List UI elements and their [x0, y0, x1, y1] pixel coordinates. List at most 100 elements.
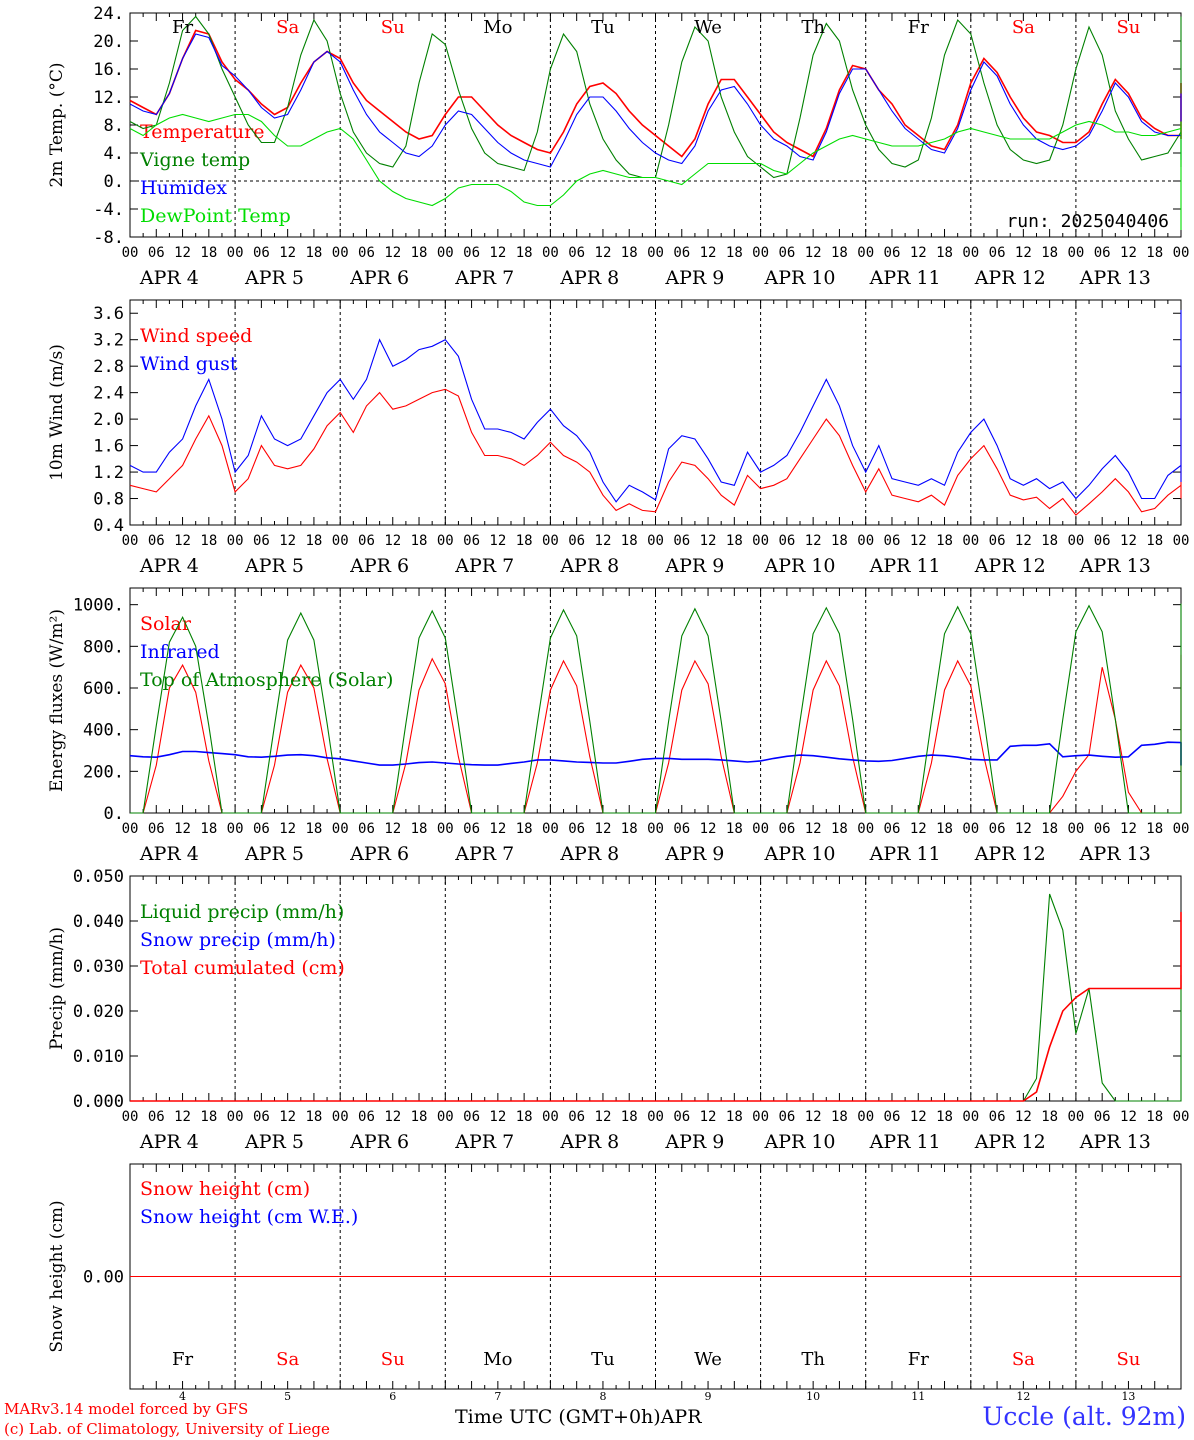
- hour-tick-label: 00: [542, 245, 559, 261]
- hour-tick-label: 18: [411, 533, 428, 549]
- hour-tick-label: 12: [910, 821, 927, 837]
- weekday-label: Tu: [591, 1349, 615, 1370]
- hour-tick-label: 18: [1041, 1109, 1058, 1125]
- hour-tick-label: 06: [253, 821, 270, 837]
- hour-tick-label: 12: [384, 533, 401, 549]
- hour-tick-label: 12: [279, 245, 296, 261]
- date-label: APR 6: [349, 555, 409, 577]
- y-tick-label: 4.: [104, 144, 124, 164]
- hour-tick-label: 06: [358, 245, 375, 261]
- hour-tick-label: 00: [647, 245, 664, 261]
- hour-tick-label: 00: [332, 533, 349, 549]
- hour-tick-label: 06: [148, 245, 165, 261]
- legend-entry: Total cumulated (cm): [140, 957, 345, 979]
- hour-tick-label: 18: [200, 245, 217, 261]
- hour-tick-label: 12: [805, 1109, 822, 1125]
- hour-tick-label: 18: [936, 245, 953, 261]
- hour-tick-label: 00: [1173, 1109, 1190, 1125]
- station-name: Uccle (alt. 92m): [982, 1402, 1186, 1431]
- weekday-label: Su: [381, 1349, 405, 1370]
- hour-tick-label: 00: [332, 245, 349, 261]
- y-tick-label: 1000.: [73, 596, 124, 616]
- hour-tick-label: 12: [1120, 1109, 1137, 1125]
- hour-tick-label: 00: [542, 533, 559, 549]
- hour-tick-label: 18: [1146, 245, 1163, 261]
- hour-tick-label: 00: [332, 1109, 349, 1125]
- x-axis-title: Time UTC (GMT+0h)APR: [455, 1406, 702, 1428]
- hour-tick-label: 18: [621, 1109, 638, 1125]
- y-tick-label: 20.: [93, 32, 124, 52]
- legend-entry: Solar: [140, 613, 192, 635]
- hour-tick-label: 12: [910, 1109, 927, 1125]
- y-tick-label: -8.: [93, 228, 124, 248]
- date-label: APR 5: [244, 267, 304, 289]
- panel-precip: 0.000 0.010 0.020 0.030 0.040 0.050 Precip (mm…: [47, 867, 1189, 1153]
- hour-tick-label: 00: [647, 533, 664, 549]
- hour-tick-label: 06: [989, 245, 1006, 261]
- y-axis-label: 2m Temp. (°C): [47, 62, 67, 187]
- weekday-label: Fr: [172, 1349, 193, 1370]
- date-label: APR 4: [139, 267, 199, 289]
- date-label: APR 11: [869, 1131, 941, 1153]
- hour-tick-label: 12: [279, 533, 296, 549]
- y-tick-label: 0.00: [83, 1268, 124, 1288]
- hour-tick-label: 06: [673, 533, 690, 549]
- hour-tick-label: 18: [516, 1109, 533, 1125]
- hour-tick-label: 00: [1173, 533, 1190, 549]
- hour-tick-label: 06: [778, 245, 795, 261]
- hour-tick-label: 18: [305, 821, 322, 837]
- hour-tick-label: 06: [358, 1109, 375, 1125]
- hour-tick-label: 06: [568, 533, 585, 549]
- hour-tick-label: 12: [595, 245, 612, 261]
- weekday-label: Th: [801, 17, 825, 38]
- date-label: APR 13: [1079, 843, 1151, 865]
- y-tick-label: 0.000: [73, 1092, 124, 1112]
- hour-tick-label: 00: [752, 245, 769, 261]
- y-tick-label: 0.4: [93, 516, 124, 536]
- y-tick-label: 1.2: [93, 463, 124, 483]
- date-label: APR 8: [559, 843, 619, 865]
- hour-tick-label: 06: [989, 1109, 1006, 1125]
- y-tick-label: 24.: [93, 4, 124, 24]
- hour-tick-label: 00: [962, 533, 979, 549]
- day-number-label: 13: [1121, 1390, 1135, 1403]
- plot-frame: [129, 299, 1182, 526]
- hour-tick-label: 18: [200, 533, 217, 549]
- hour-tick-label: 18: [621, 245, 638, 261]
- day-number-label: 7: [494, 1390, 501, 1403]
- day-number-label: 5: [284, 1390, 291, 1403]
- hour-tick-label: 06: [463, 821, 480, 837]
- hour-tick-label: 18: [1041, 821, 1058, 837]
- legend-entry: DewPoint Temp: [140, 205, 291, 227]
- hour-tick-label: 12: [1015, 1109, 1032, 1125]
- date-label: APR 4: [139, 1131, 199, 1153]
- hour-tick-label: 06: [884, 821, 901, 837]
- hour-tick-label: 18: [200, 1109, 217, 1125]
- legend-entry: Liquid precip (mm/h): [140, 901, 344, 923]
- date-label: APR 6: [349, 267, 409, 289]
- y-tick-label: 2.4: [93, 384, 124, 404]
- hour-tick-label: 06: [1094, 821, 1111, 837]
- weekday-label: Mo: [483, 17, 512, 38]
- hour-tick-label: 18: [726, 821, 743, 837]
- legend-entry: Snow precip (mm/h): [140, 929, 336, 951]
- series-line-top-of-atmosphere-solar-: [130, 603, 1182, 814]
- hour-tick-label: 18: [936, 821, 953, 837]
- day-number-label: 4: [179, 1390, 186, 1403]
- hour-tick-label: 06: [568, 245, 585, 261]
- legend-entry: Wind gust: [140, 353, 238, 375]
- x-axis-month: APR: [660, 1406, 702, 1428]
- weekday-label: Sa: [1012, 17, 1035, 38]
- hour-tick-label: 12: [384, 1109, 401, 1125]
- hour-tick-label: 12: [384, 245, 401, 261]
- hour-tick-label: 00: [647, 821, 664, 837]
- hour-tick-label: 12: [700, 245, 717, 261]
- y-tick-label: -4.: [93, 200, 124, 220]
- date-label: APR 12: [974, 555, 1046, 577]
- hour-tick-label: 12: [489, 245, 506, 261]
- legend-entry: Snow height (cm W.E.): [140, 1206, 358, 1228]
- date-label: APR 8: [559, 267, 619, 289]
- hour-tick-label: 12: [1015, 245, 1032, 261]
- y-tick-label: 200.: [83, 762, 124, 782]
- date-label: APR 10: [763, 1131, 835, 1153]
